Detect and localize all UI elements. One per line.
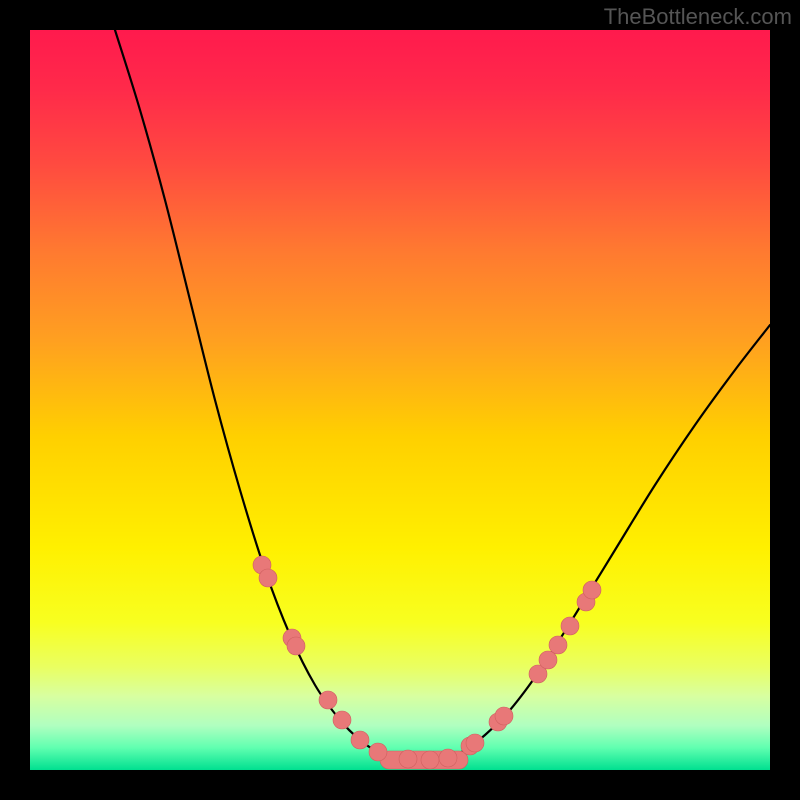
data-marker [549, 636, 567, 654]
data-marker [351, 731, 369, 749]
data-marker [561, 617, 579, 635]
bottleneck-chart [30, 30, 770, 770]
data-marker [399, 750, 417, 768]
data-marker [539, 651, 557, 669]
data-marker [495, 707, 513, 725]
data-marker [259, 569, 277, 587]
data-marker [583, 581, 601, 599]
watermark-text: TheBottleneck.com [604, 4, 792, 30]
data-marker [421, 751, 439, 769]
data-marker [369, 743, 387, 761]
chart-container [30, 30, 770, 770]
data-marker [319, 691, 337, 709]
data-marker [287, 637, 305, 655]
data-marker [439, 749, 457, 767]
chart-background [30, 30, 770, 770]
data-marker [466, 734, 484, 752]
data-marker [333, 711, 351, 729]
